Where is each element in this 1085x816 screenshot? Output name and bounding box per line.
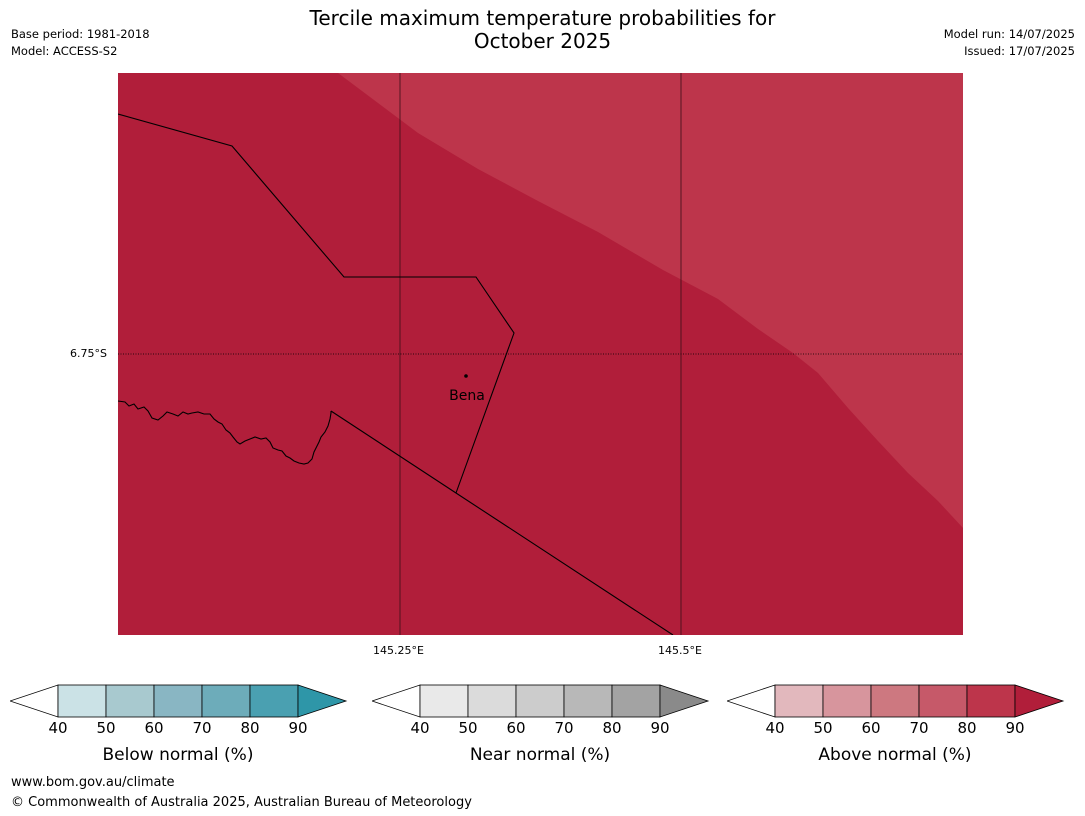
colorbar-above-normal-svg [725, 684, 1065, 718]
issued-date: Issued: 17/07/2025 [964, 44, 1075, 58]
river-coastline [118, 400, 332, 465]
tick-50: 50 [813, 719, 833, 737]
colorbar-below-normal-svg [8, 684, 348, 718]
tick-80: 80 [240, 719, 260, 737]
title-line-1: Tercile maximum temperature probabilitie… [309, 6, 776, 30]
footer-url[interactable]: www.bom.gov.au/climate [11, 775, 175, 790]
tick-70: 70 [554, 719, 574, 737]
base-period: Base period: 1981-2018 [11, 27, 150, 41]
tick-70: 70 [909, 719, 929, 737]
shading-light-region [338, 73, 963, 528]
colorbar-above-bin-80 [966, 684, 1016, 718]
colorbar-below-bin-60 [153, 684, 203, 718]
colorbar-below-bin-70 [201, 684, 251, 718]
colorbar-near-min-arrow [370, 684, 421, 718]
colorbar-below-bin-40 [57, 684, 107, 718]
tick-40: 40 [410, 719, 430, 737]
tick-40: 40 [48, 719, 68, 737]
tick-80: 80 [602, 719, 622, 737]
colorbar-near-ticks: 40 50 60 70 80 90 [372, 719, 712, 739]
province-boundary-north [118, 113, 515, 494]
tick-70: 70 [192, 719, 212, 737]
colorbar-above-bin-60 [870, 684, 920, 718]
tick-60: 60 [506, 719, 526, 737]
colorbar-below-bin-50 [105, 684, 155, 718]
colorbar-above-normal [725, 684, 1067, 724]
colorbar-above-max-arrow [1014, 684, 1065, 718]
colorbar-near-bin-40 [419, 684, 469, 718]
title-line-2: October 2025 [473, 29, 612, 53]
tick-90: 90 [1005, 719, 1025, 737]
tick-80: 80 [957, 719, 977, 737]
meta-left: Base period: 1981-2018 Model: ACCESS-S2 [11, 26, 150, 60]
bena-town-label: Bena [449, 388, 485, 404]
colorbar-near-bin-80 [611, 684, 661, 718]
bena-town-marker[interactable] [464, 374, 468, 378]
map-svg: Bena [118, 73, 963, 635]
colorbar-near-bin-70 [563, 684, 613, 718]
tick-90: 90 [650, 719, 670, 737]
tick-50: 50 [458, 719, 478, 737]
tick-60: 60 [861, 719, 881, 737]
colorbar-below-ticks: 40 50 60 70 80 90 [10, 719, 350, 739]
map-title: Tercile maximum temperature probabilitie… [0, 7, 1085, 53]
colorbar-above-min-arrow [725, 684, 776, 718]
colorbar-below-label: Below normal (%) [102, 745, 254, 765]
colorbar-above-bin-40 [774, 684, 824, 718]
longitude-label-145-5: 145.5°E [658, 644, 702, 657]
footer-copyright: © Commonwealth of Australia 2025, Austra… [11, 795, 472, 810]
meta-right: Model run: 14/07/2025 Issued: 17/07/2025 [944, 26, 1075, 60]
tick-60: 60 [144, 719, 164, 737]
colorbar-above-label: Above normal (%) [818, 745, 972, 765]
province-boundary-south [330, 410, 674, 635]
colorbar-above-bin-50 [822, 684, 872, 718]
colorbar-below-max-arrow [297, 684, 348, 718]
colorbar-near-normal [370, 684, 712, 724]
latitude-label: 6.75°S [70, 347, 107, 360]
colorbar-near-normal-svg [370, 684, 710, 718]
tick-90: 90 [288, 719, 308, 737]
colorbar-below-bin-80 [249, 684, 299, 718]
colorbar-near-bin-50 [467, 684, 517, 718]
tick-40: 40 [765, 719, 785, 737]
model-run: Model run: 14/07/2025 [943, 27, 1075, 41]
colorbar-below-min-arrow [8, 684, 59, 718]
colorbar-below-normal [8, 684, 350, 724]
tick-50: 50 [96, 719, 116, 737]
model-name: Model: ACCESS-S2 [11, 44, 118, 58]
map-panel[interactable]: Bena [118, 73, 963, 635]
colorbar-near-label: Near normal (%) [469, 745, 611, 765]
colorbar-near-max-arrow [659, 684, 710, 718]
colorbar-above-bin-70 [918, 684, 968, 718]
colorbar-above-ticks: 40 50 60 70 80 90 [727, 719, 1067, 739]
colorbar-near-bin-60 [515, 684, 565, 718]
longitude-label-145-25: 145.25°E [373, 644, 424, 657]
